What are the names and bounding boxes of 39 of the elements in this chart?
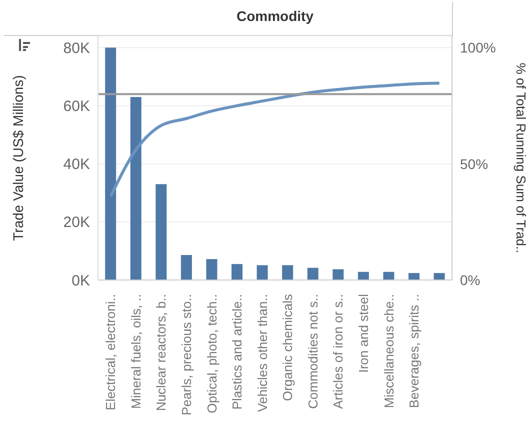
x-tick-label: Commodities not s.. (305, 294, 320, 409)
y2-tick-label: 100% (460, 40, 496, 56)
bar (358, 272, 369, 280)
bar (434, 273, 445, 280)
bar (232, 264, 243, 280)
x-axis-title: Commodity (236, 8, 314, 24)
y-tick-label: 0K (72, 272, 90, 290)
y-tick-label: 40K (63, 156, 90, 174)
y2-tick-label: 0% (460, 272, 480, 288)
y-axis-title: Trade Value (US$ Millions) (10, 75, 26, 241)
bar (105, 48, 116, 280)
x-tick-label: Iron and steel (356, 294, 371, 373)
x-tick-label: Mineral fuels, oils, .. (128, 294, 144, 409)
y2-tick-label: 50% (460, 156, 488, 172)
x-tick-label: Optical, photo, tech.. (204, 294, 220, 414)
bar (206, 259, 218, 280)
x-tick-label: Beverages, spirits .. (406, 294, 422, 408)
bar (156, 184, 167, 280)
bar (130, 97, 142, 280)
x-tick-label: Nuclear reactors, b.. (154, 294, 169, 412)
line-series (109, 82, 441, 198)
bar (383, 272, 394, 280)
bar (307, 268, 318, 280)
y-tick-label: 80K (63, 40, 90, 57)
x-tick-label: Organic chemicals (280, 294, 296, 401)
bar (332, 269, 344, 280)
x-tick-label: Articles of iron or s.. (330, 294, 346, 409)
x-tick-label: Pearls, precious sto.. (179, 294, 194, 416)
bar (256, 265, 268, 280)
y2-axis-title: % of Total Running Sum of Trad.. (514, 62, 528, 254)
x-tick-label: Vehicles other than.. (254, 294, 270, 412)
bar (282, 265, 294, 280)
y-tick-label: 20K (63, 214, 90, 232)
bar (180, 255, 192, 280)
x-tick-label: Electrical, electroni.. (103, 294, 118, 410)
x-tick-label: Plastics and article.. (230, 294, 245, 410)
bar (408, 273, 420, 280)
x-tick-label: Miscellaneous che.. (381, 294, 396, 408)
y-tick-label: 60K (63, 98, 90, 116)
